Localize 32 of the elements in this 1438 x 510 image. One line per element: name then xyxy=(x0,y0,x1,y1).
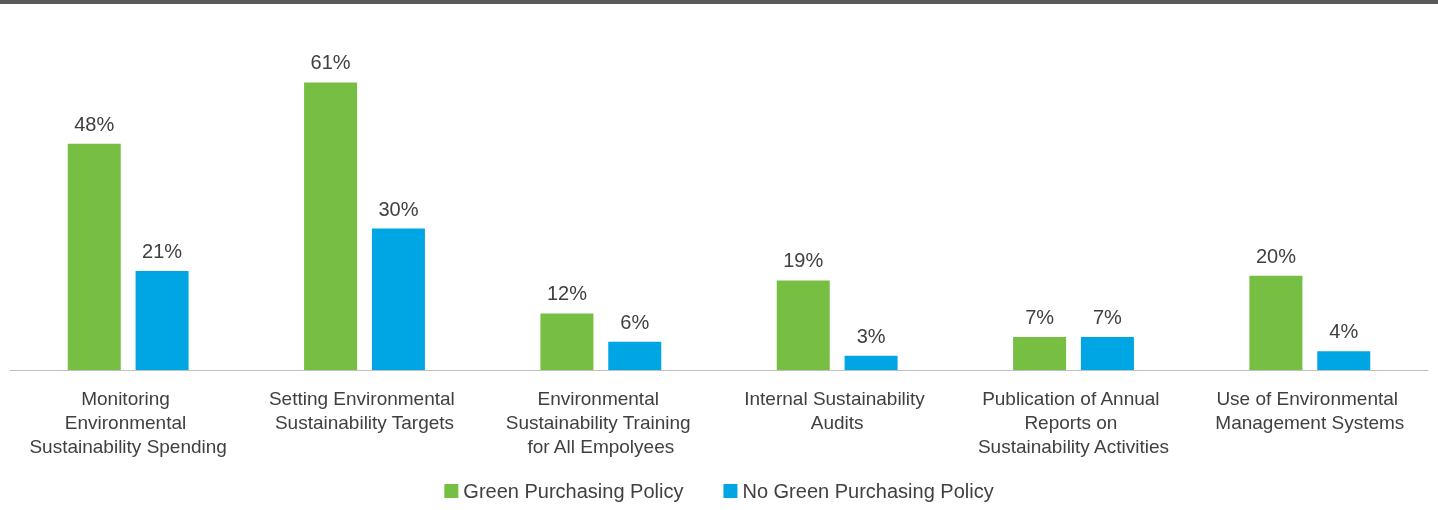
x-tick-label: Environmental Sustainability Training for All Empolyees xyxy=(505,387,696,457)
data-label: 19% xyxy=(783,249,824,272)
x-tick-label: Use of Environmental Management Systems xyxy=(1215,387,1405,433)
data-label: 6% xyxy=(620,310,650,333)
bar xyxy=(540,313,594,370)
data-label: 21% xyxy=(142,240,183,262)
x-tick-label: Monitoring Environmental Sustainability Spending xyxy=(29,387,227,457)
bar xyxy=(608,341,662,370)
data-label: 20% xyxy=(1255,244,1297,267)
bar xyxy=(135,271,189,370)
bar xyxy=(371,228,425,370)
legend-label: Green Purchasing Policy xyxy=(463,480,684,502)
data-label: 48% xyxy=(74,112,115,135)
data-label: 3% xyxy=(856,324,886,347)
data-label: 12% xyxy=(546,282,588,305)
legend-label: No Green Purchasing Policy xyxy=(742,480,994,502)
data-label: 4% xyxy=(1329,320,1359,343)
bar xyxy=(776,280,830,370)
bar xyxy=(1080,337,1134,370)
bar xyxy=(1249,275,1303,370)
bar xyxy=(1317,351,1371,370)
bar xyxy=(67,143,121,370)
data-label: 61% xyxy=(310,51,351,74)
x-tick-label: Setting Environmental Sustainability Targets xyxy=(268,387,461,433)
bar xyxy=(844,355,898,370)
data-label: 7% xyxy=(1092,306,1123,328)
x-tick-label: Publication of Annual Reports on Sustainability Activities xyxy=(977,387,1170,457)
data-label: 30% xyxy=(378,197,419,220)
x-tick-label: Internal Sustainability Audits xyxy=(744,387,931,433)
bar xyxy=(304,82,358,370)
data-label: 7% xyxy=(1025,306,1055,328)
bar xyxy=(1013,337,1067,370)
